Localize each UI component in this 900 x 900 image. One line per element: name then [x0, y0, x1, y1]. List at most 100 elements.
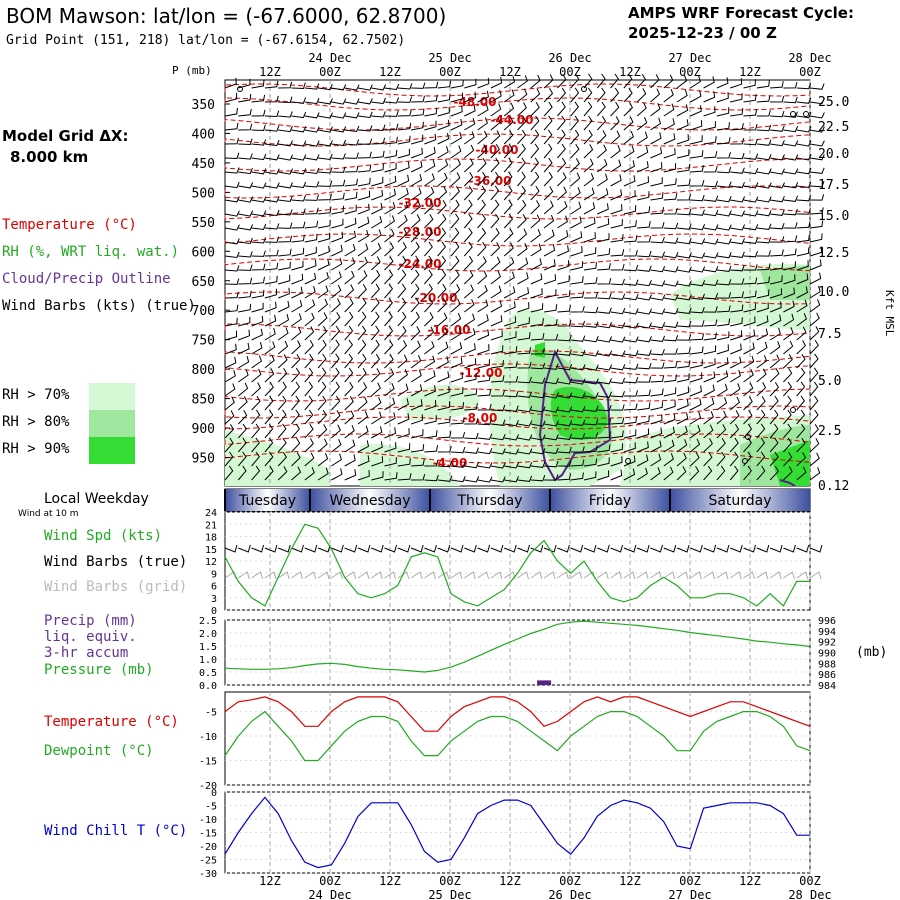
wind-barb: [783, 274, 796, 285]
wind-barb: [809, 353, 819, 369]
wind-barb: [304, 381, 314, 397]
wind-barb: [344, 217, 357, 229]
wind-barb: [424, 326, 435, 341]
wind-barb: [238, 251, 253, 258]
wind-barb: [238, 237, 253, 245]
wind-barb: [384, 311, 393, 327]
wind-barb: [450, 402, 465, 411]
wind-barb: [277, 367, 288, 383]
wind-barb: [503, 143, 513, 159]
wind-barb-true: [650, 544, 663, 553]
wind-barb: [663, 294, 679, 301]
wind-barb: [384, 110, 399, 117]
wind-barb: [384, 397, 396, 411]
wind-barb: [477, 389, 492, 397]
wind-barb: [410, 227, 421, 243]
wind-barb: [597, 322, 613, 329]
wind-barb: [291, 82, 306, 90]
wind-barb: [796, 208, 811, 215]
wind-barb: [650, 335, 666, 342]
wind-barb: [357, 411, 369, 425]
wind-barb: [676, 294, 692, 301]
wind-barb: [517, 361, 532, 369]
wind-barb: [716, 292, 732, 299]
wind-barb: [716, 107, 730, 117]
wind-barb: [637, 308, 653, 315]
wind-barb: [304, 467, 315, 481]
temperature-contour-label: -32.00: [399, 196, 442, 210]
top-time-tick: 00Z: [559, 65, 581, 79]
wind-barb-grid: [650, 571, 662, 580]
wind-barb: [238, 196, 254, 203]
wind-barb: [450, 446, 466, 454]
wind-barb: [463, 171, 474, 187]
wind-barb: [756, 154, 772, 161]
wind-barb: [623, 455, 636, 467]
temperature-contour: [224, 350, 811, 364]
wind-barb: [410, 200, 422, 215]
rh-shading: [760, 265, 810, 300]
wind-barb-grid: [676, 571, 689, 580]
wind-barb: [384, 269, 394, 285]
wind-barb: [597, 173, 608, 187]
wind-barb: [344, 284, 355, 299]
wind-barb: [623, 416, 638, 425]
wind-barb: [437, 241, 447, 257]
wind-barb: [783, 354, 793, 369]
wind-barb: [370, 382, 381, 397]
wind-barb: [450, 199, 460, 215]
wind-barb: [770, 140, 785, 147]
wind-barb: [690, 293, 705, 300]
wind-barb: [557, 143, 566, 159]
wind-barb: [544, 378, 559, 385]
wind-chill-panel: [224, 791, 811, 874]
wind-barb: [251, 289, 265, 299]
wind-barb: [291, 181, 307, 189]
wind-barb: [277, 313, 290, 327]
bottom-time-tick: 00Z: [559, 874, 581, 888]
wind-barb: [450, 476, 466, 483]
wind-barb: [796, 340, 807, 355]
wind-barb: [503, 213, 514, 229]
wind-barb: [756, 368, 767, 383]
wind-barb: [357, 425, 369, 439]
wind-barb: [278, 140, 293, 147]
wind-barb: [783, 451, 793, 467]
wind-barb: [463, 185, 474, 201]
wind-barb: [410, 283, 420, 299]
wind-barb: [610, 278, 625, 286]
wind-barb: [317, 367, 327, 383]
wind-barb: [743, 224, 759, 231]
wind-barb: [597, 336, 613, 343]
wind-barb: [729, 451, 739, 467]
wind-barb: [517, 243, 528, 257]
wind-barb: [437, 312, 448, 327]
wind-barb: [570, 392, 586, 399]
wind-barb: [238, 153, 253, 160]
wind-barb: [557, 460, 572, 467]
wind-barb-true: [410, 544, 424, 553]
wind-barb: [610, 116, 620, 131]
wind-barb: [637, 441, 649, 453]
wind-barb: [676, 164, 691, 173]
wind-barb: [756, 328, 769, 341]
pressure-axis-title: P (mb): [172, 64, 212, 77]
wind-barb: [264, 437, 274, 453]
wind-barb: [543, 289, 557, 299]
wind-barb: [291, 247, 305, 257]
wind-barb: [543, 171, 553, 187]
wind-barb: [384, 201, 396, 215]
wind-barb: [769, 465, 780, 481]
wind-barb: [291, 299, 303, 313]
wind-barb: [503, 116, 514, 131]
wind-barb: [650, 453, 662, 467]
wind-barb: [557, 420, 573, 427]
wind-barb: [490, 462, 506, 469]
wind-barb: [370, 339, 380, 355]
wind-barb: [477, 462, 493, 469]
wind-barb: [224, 251, 240, 259]
wind-barb: [224, 410, 235, 425]
wind-barb: [464, 104, 476, 117]
legend-barbs-grid: Wind Barbs (grid): [44, 579, 188, 595]
wind-barb: [490, 143, 500, 159]
